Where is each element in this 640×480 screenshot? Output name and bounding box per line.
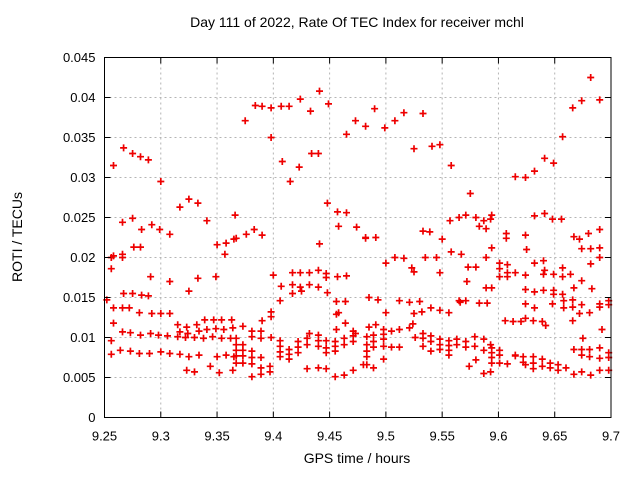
x-tick-label: 9.65 — [542, 429, 567, 444]
y-tick-label: 0.02 — [70, 250, 95, 265]
y-tick-label: 0.035 — [63, 130, 96, 145]
x-tick-label: 9.7 — [602, 429, 620, 444]
scatter-points — [103, 74, 613, 381]
chart-title: Day 111 of 2022, Rate Of TEC Index for r… — [190, 14, 524, 30]
x-tick-label: 9.55 — [430, 429, 455, 444]
x-axis-label: GPS time / hours — [304, 450, 411, 466]
x-tick-label: 9.4 — [264, 429, 282, 444]
y-tick-label: 0.03 — [70, 170, 95, 185]
y-tick-label: 0.045 — [63, 50, 96, 65]
x-tick-label: 9.35 — [204, 429, 229, 444]
plot-border — [104, 57, 612, 418]
y-tick-label: 0.01 — [70, 330, 95, 345]
x-tick-label: 9.45 — [317, 429, 342, 444]
axes-frame — [104, 57, 612, 418]
y-tick-label: 0.015 — [63, 290, 96, 305]
y-axis-label: ROTI / TECUs — [9, 192, 25, 282]
tick-labels: 9.25 9.3 9.35 9.4 9.45 9.5 9.55 9.6 9.65 9.7 0 0.00… — [63, 50, 620, 444]
x-tick-label: 9.6 — [489, 429, 507, 444]
x-tick-label: 9.5 — [377, 429, 395, 444]
x-tick-label: 9.25 — [92, 429, 117, 444]
y-tick-label: 0.04 — [70, 90, 95, 105]
y-tick-label: 0.025 — [63, 210, 96, 225]
y-tick-label: 0.005 — [63, 370, 96, 385]
x-tick-label: 9.3 — [152, 429, 170, 444]
plus-markers — [103, 74, 613, 381]
y-tick-label: 0 — [88, 410, 95, 425]
axis-ticks — [104, 57, 612, 418]
